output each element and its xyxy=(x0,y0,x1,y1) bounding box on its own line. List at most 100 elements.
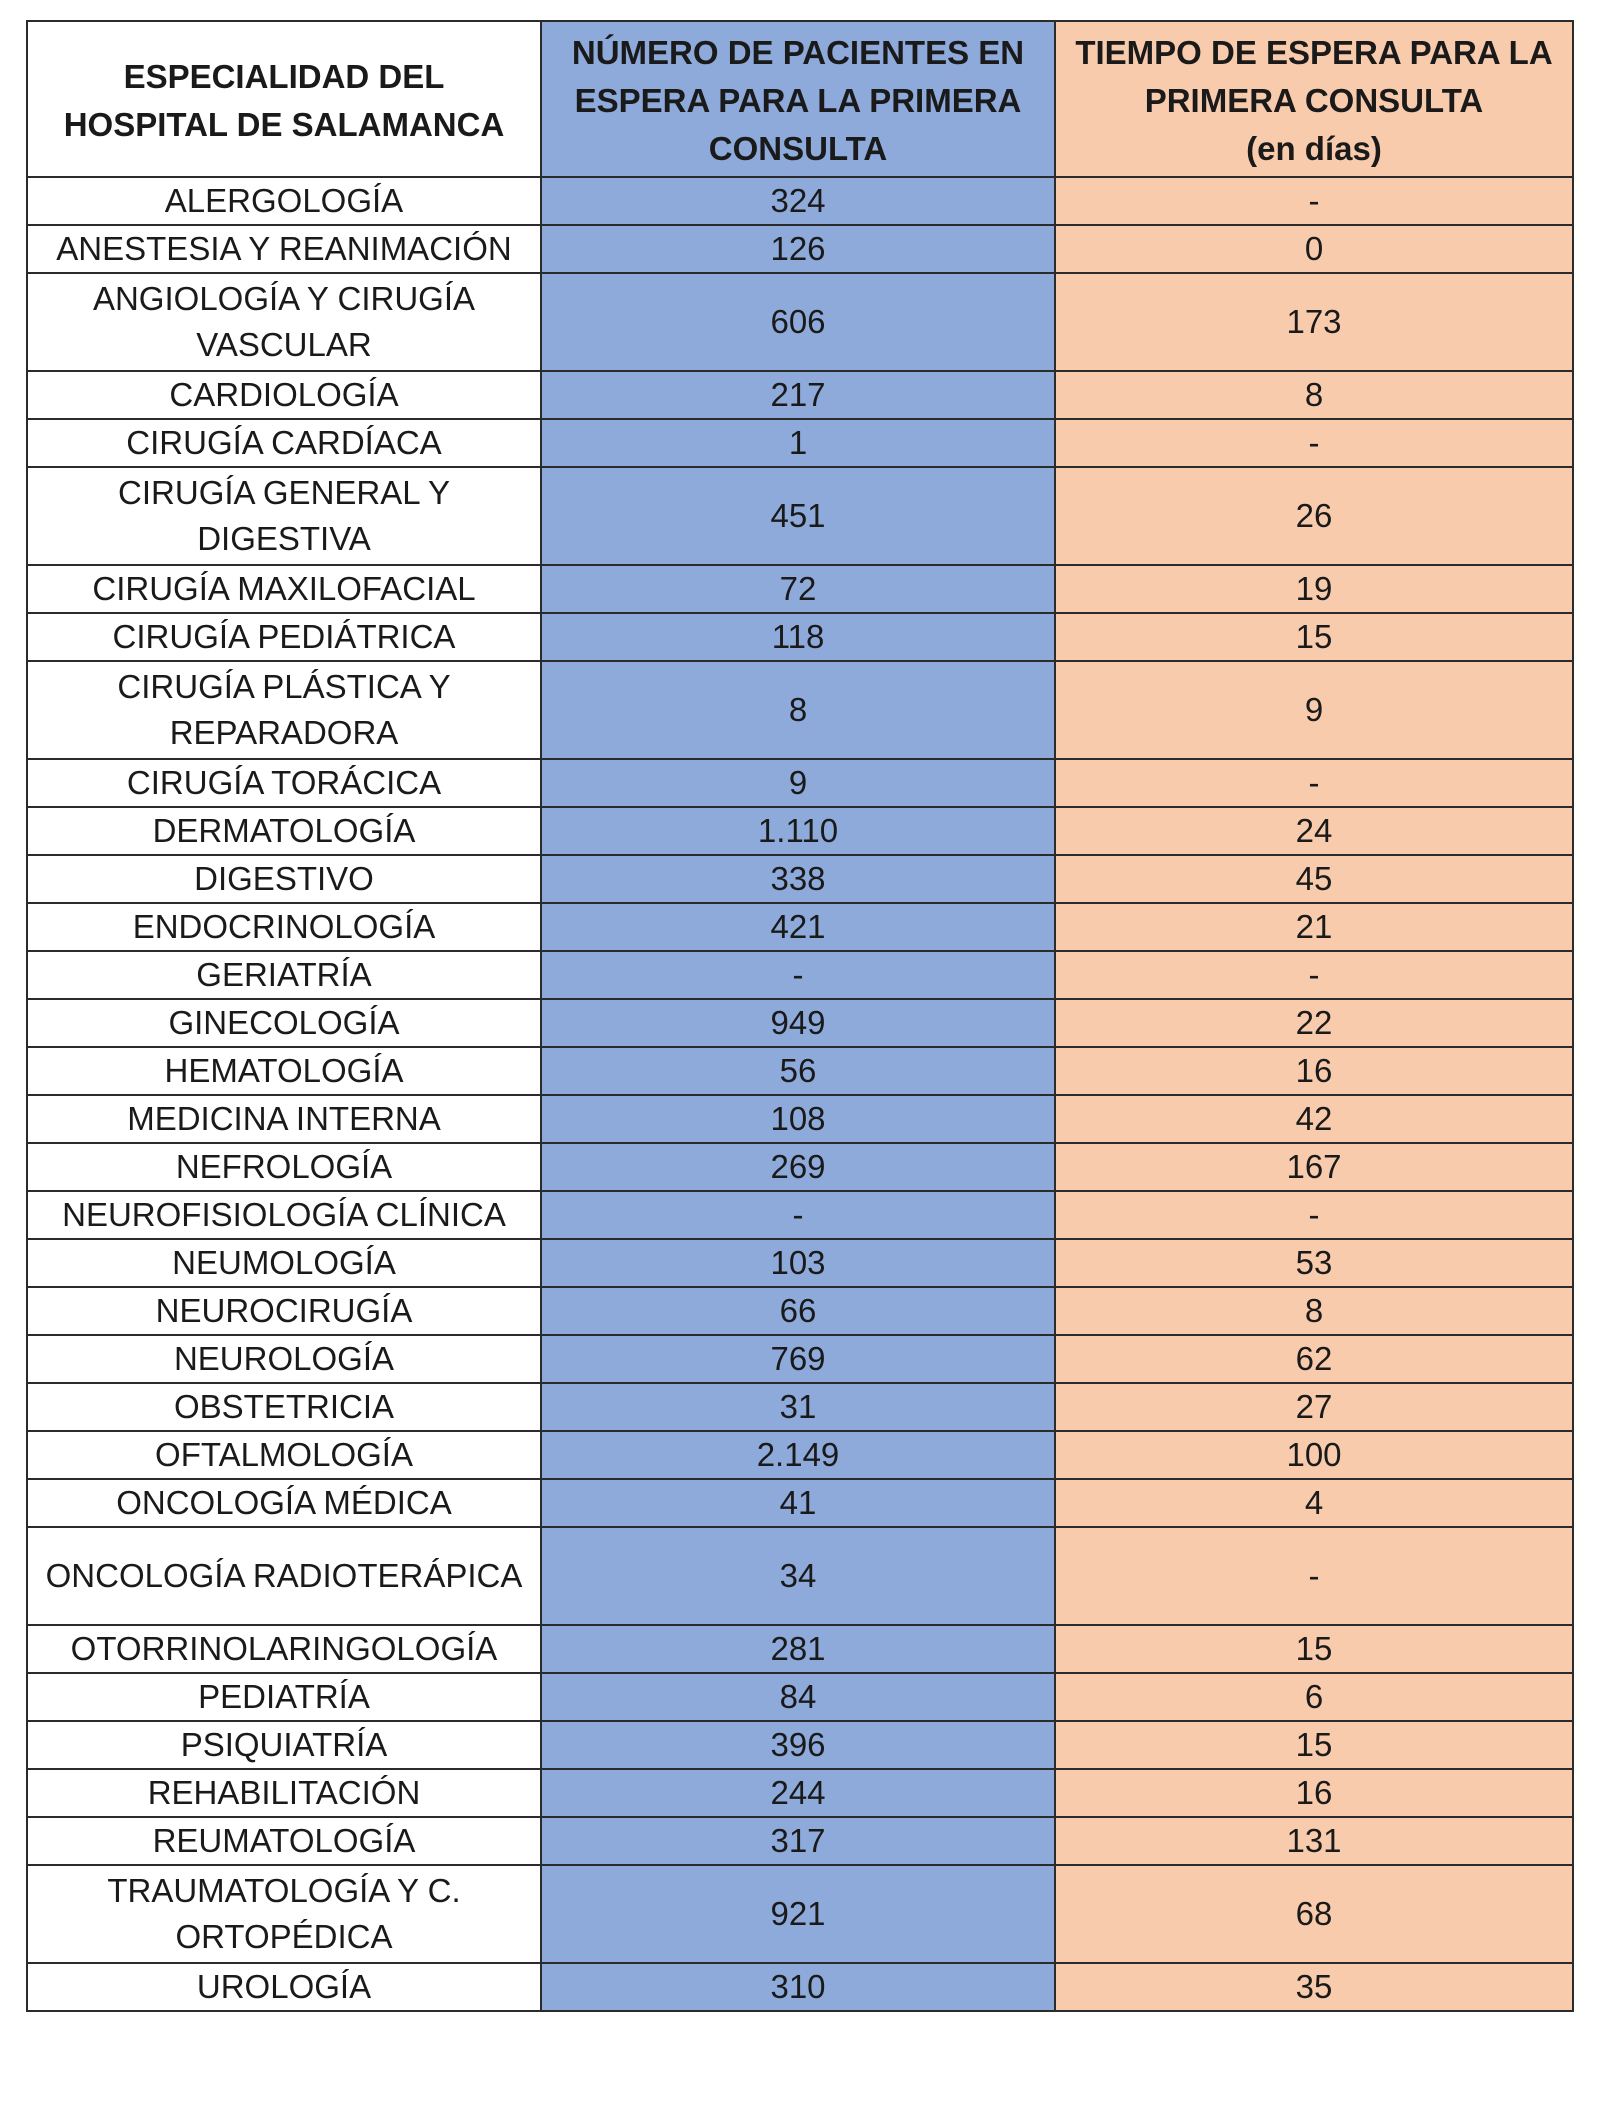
wait-days-cell: 27 xyxy=(1054,1382,1574,1432)
table-row: OFTALMOLOGÍA 2.149 100 xyxy=(26,1430,1574,1480)
patients-cell: 338 xyxy=(540,854,1056,904)
specialty-cell: ANGIOLOGÍA Y CIRUGÍA VASCULAR xyxy=(26,272,542,372)
patients-cell: 324 xyxy=(540,176,1056,226)
specialty-cell: CARDIOLOGÍA xyxy=(26,370,542,420)
specialty-cell: HEMATOLOGÍA xyxy=(26,1046,542,1096)
specialty-cell: ANESTESIA Y REANIMACIÓN xyxy=(26,224,542,274)
specialty-cell: NEUROLOGÍA xyxy=(26,1334,542,1384)
table-row: OBSTETRICIA 31 27 xyxy=(26,1382,1574,1432)
specialty-cell: OBSTETRICIA xyxy=(26,1382,542,1432)
patients-cell: 921 xyxy=(540,1864,1056,1964)
wait-days-cell: 9 xyxy=(1054,660,1574,760)
wait-days-cell: 62 xyxy=(1054,1334,1574,1384)
table-row: MEDICINA INTERNA 108 42 xyxy=(26,1094,1574,1144)
patients-cell: 118 xyxy=(540,612,1056,662)
wait-days-cell: 167 xyxy=(1054,1142,1574,1192)
wait-days-cell: 15 xyxy=(1054,1720,1574,1770)
table-row: NEUROLOGÍA 769 62 xyxy=(26,1334,1574,1384)
specialty-cell: NEFROLOGÍA xyxy=(26,1142,542,1192)
patients-cell: 41 xyxy=(540,1478,1056,1528)
table-row: DERMATOLOGÍA 1.110 24 xyxy=(26,806,1574,856)
table-row: ALERGOLOGÍA 324- xyxy=(26,176,1574,226)
patients-cell: 84 xyxy=(540,1672,1056,1722)
wait-days-cell: 0 xyxy=(1054,224,1574,274)
patients-cell: 244 xyxy=(540,1768,1056,1818)
wait-days-cell: 53 xyxy=(1054,1238,1574,1288)
specialty-cell: GINECOLOGÍA xyxy=(26,998,542,1048)
wait-days-cell: 22 xyxy=(1054,998,1574,1048)
patients-cell: 1 xyxy=(540,418,1056,468)
patients-cell: 56 xyxy=(540,1046,1056,1096)
patients-cell: 769 xyxy=(540,1334,1056,1384)
table-body: ALERGOLOGÍA 324- ANESTESIA Y REANIMACIÓN 12… xyxy=(26,176,1574,2012)
patients-cell: 421 xyxy=(540,902,1056,952)
patients-cell: 949 xyxy=(540,998,1056,1048)
table-row: CIRUGÍA GENERAL Y DIGESTIVA 451 26 xyxy=(26,466,1574,566)
specialty-cell: OTORRINOLARINGOLOGÍA xyxy=(26,1624,542,1674)
specialty-cell: NEUMOLOGÍA xyxy=(26,1238,542,1288)
wait-days-cell: - xyxy=(1054,418,1574,468)
wait-days-cell: - xyxy=(1054,1526,1574,1626)
patients-cell: 34 xyxy=(540,1526,1056,1626)
specialty-cell: DIGESTIVO xyxy=(26,854,542,904)
wait-days-cell: 24 xyxy=(1054,806,1574,856)
table-row: PSIQUIATRÍA 396 15 xyxy=(26,1720,1574,1770)
table-row: CIRUGÍA PEDIÁTRICA 118 15 xyxy=(26,612,1574,662)
table-row: NEUMOLOGÍA 103 53 xyxy=(26,1238,1574,1288)
wait-days-cell: 42 xyxy=(1054,1094,1574,1144)
wait-days-cell: 16 xyxy=(1054,1046,1574,1096)
header-patients-label: NÚMERO DE PACIENTES EN ESPERA PARA LA PR… xyxy=(571,34,1025,167)
wait-days-cell: 4 xyxy=(1054,1478,1574,1528)
header-specialty-label: ESPECIALIDAD DEL HOSPITAL DE SALAMANCA xyxy=(63,58,505,143)
patients-cell: 606 xyxy=(540,272,1056,372)
wait-days-cell: 6 xyxy=(1054,1672,1574,1722)
waiting-list-table: ESPECIALIDAD DEL HOSPITAL DE SALAMANCA N… xyxy=(26,20,1574,2012)
patients-cell: - xyxy=(540,950,1056,1000)
patients-cell: 317 xyxy=(540,1816,1056,1866)
table-row: DIGESTIVO 338 45 xyxy=(26,854,1574,904)
specialty-cell: ALERGOLOGÍA xyxy=(26,176,542,226)
wait-days-cell: 100 xyxy=(1054,1430,1574,1480)
specialty-cell: NEUROFISIOLOGÍA CLÍNICA xyxy=(26,1190,542,1240)
specialty-cell: CIRUGÍA PLÁSTICA Y REPARADORA xyxy=(26,660,542,760)
patients-cell: 451 xyxy=(540,466,1056,566)
table-row: NEUROFISIOLOGÍA CLÍNICA - - xyxy=(26,1190,1574,1240)
patients-cell: 310 xyxy=(540,1962,1056,2012)
specialty-cell: OFTALMOLOGÍA xyxy=(26,1430,542,1480)
specialty-cell: CIRUGÍA PEDIÁTRICA xyxy=(26,612,542,662)
wait-days-cell: - xyxy=(1054,176,1574,226)
table-row: CIRUGÍA TORÁCICA 9- xyxy=(26,758,1574,808)
table-row: PEDIATRÍA 84 6 xyxy=(26,1672,1574,1722)
patients-cell: 396 xyxy=(540,1720,1056,1770)
patients-cell: 66 xyxy=(540,1286,1056,1336)
wait-days-cell: 26 xyxy=(1054,466,1574,566)
patients-cell: 126 xyxy=(540,224,1056,274)
patients-cell: 108 xyxy=(540,1094,1056,1144)
table-row: ONCOLOGÍA MÉDICA 41 4 xyxy=(26,1478,1574,1528)
wait-days-cell: - xyxy=(1054,950,1574,1000)
specialty-cell: ONCOLOGÍA RADIOTERÁPICA xyxy=(26,1526,542,1626)
specialty-cell: UROLOGÍA xyxy=(26,1962,542,2012)
wait-days-cell: 8 xyxy=(1054,1286,1574,1336)
specialty-cell: CIRUGÍA GENERAL Y DIGESTIVA xyxy=(26,466,542,566)
specialty-cell: NEUROCIRUGÍA xyxy=(26,1286,542,1336)
patients-cell: 269 xyxy=(540,1142,1056,1192)
patients-cell: 2.149 xyxy=(540,1430,1056,1480)
wait-days-cell: 35 xyxy=(1054,1962,1574,2012)
table-row: NEUROCIRUGÍA 66 8 xyxy=(26,1286,1574,1336)
header-wait-time-label: TIEMPO DE ESPERA PARA LA PRIMERA CONSULT… xyxy=(1075,34,1553,167)
table-row: OTORRINOLARINGOLOGÍA 281 15 xyxy=(26,1624,1574,1674)
table-row: REHABILITACIÓN 244 16 xyxy=(26,1768,1574,1818)
table-row: CIRUGÍA PLÁSTICA Y REPARADORA 8 9 xyxy=(26,660,1574,760)
table-row: CIRUGÍA CARDÍACA 1- xyxy=(26,418,1574,468)
wait-days-cell: - xyxy=(1054,758,1574,808)
table-row: ANGIOLOGÍA Y CIRUGÍA VASCULAR 606 173 xyxy=(26,272,1574,372)
header-wait-time: TIEMPO DE ESPERA PARA LA PRIMERA CONSULT… xyxy=(1054,20,1574,178)
wait-days-cell: 15 xyxy=(1054,1624,1574,1674)
wait-days-cell: 15 xyxy=(1054,612,1574,662)
wait-days-cell: - xyxy=(1054,1190,1574,1240)
table-row: TRAUMATOLOGÍA Y C. ORTOPÉDICA 921 68 xyxy=(26,1864,1574,1964)
specialty-cell: REUMATOLOGÍA xyxy=(26,1816,542,1866)
patients-cell: 103 xyxy=(540,1238,1056,1288)
table-row: UROLOGÍA 310 35 xyxy=(26,1962,1574,2012)
